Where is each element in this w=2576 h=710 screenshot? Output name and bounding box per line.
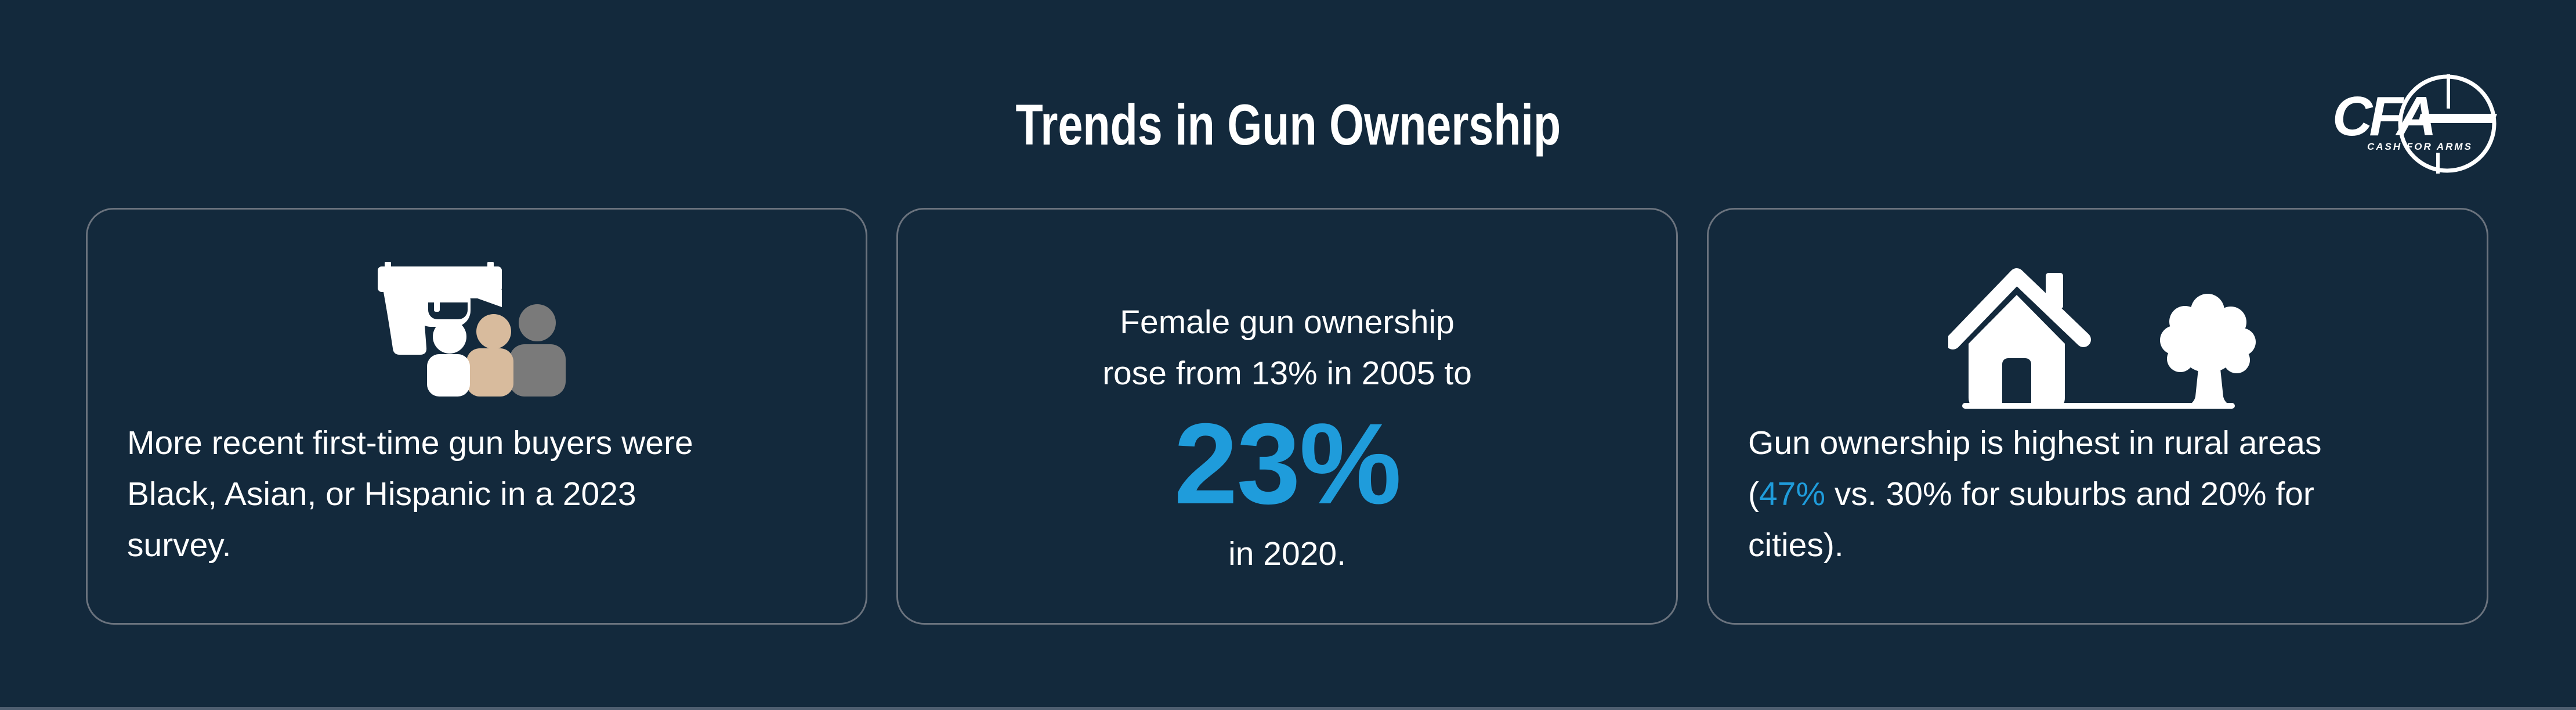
house-door [2002, 358, 2031, 408]
card2-line1: Female gun ownership [1120, 304, 1455, 341]
pistol-and-people-icon [378, 262, 566, 397]
house-icon [1948, 268, 2091, 408]
card-first-time-buyers: More recent first-time gun buyers were B… [86, 208, 867, 625]
house-and-tree-icon [1948, 268, 2256, 409]
card1-text: More recent first-time gun buyers were B… [127, 424, 693, 564]
card2-line2: rose from 13% in 2005 to [1102, 355, 1472, 392]
person-tan-icon [466, 314, 513, 397]
card-female-ownership: Female gun ownership rose from 13% in 20… [896, 208, 1678, 625]
cfa-logo: CFA CASH FOR ARMS [2332, 61, 2501, 177]
card2-content: Female gun ownership rose from 13% in 20… [898, 297, 1676, 579]
card2-line3: in 2020. [1228, 535, 1346, 572]
logo-tagline: CASH FOR ARMS [2367, 141, 2473, 152]
pistol-icon [378, 262, 502, 355]
card3-text-after: vs. 30% for suburbs and 20% for cities). [1748, 475, 2314, 564]
card-rural-ownership: Gun ownership is highest in rural areas … [1707, 208, 2488, 625]
page-title-wrap: Trends in Gun Ownership [0, 93, 2576, 157]
page-title: Trends in Gun Ownership [1015, 92, 1561, 157]
card3-text-before: Gun ownership is highest in rural areas … [1748, 424, 2322, 513]
ground-line [1962, 403, 2235, 409]
bottom-divider [0, 707, 2576, 710]
card3-highlight: 47% [1759, 475, 1826, 513]
person-gray-icon [509, 304, 566, 397]
person-white-icon [427, 320, 470, 397]
card3-text: Gun ownership is highest in rural areas … [1748, 417, 2453, 571]
tree-icon [2160, 294, 2256, 406]
crosshair-target-icon [2398, 74, 2497, 174]
card2-stat: 23% [1174, 399, 1401, 528]
logo-abbr: CFA [2332, 85, 2437, 147]
